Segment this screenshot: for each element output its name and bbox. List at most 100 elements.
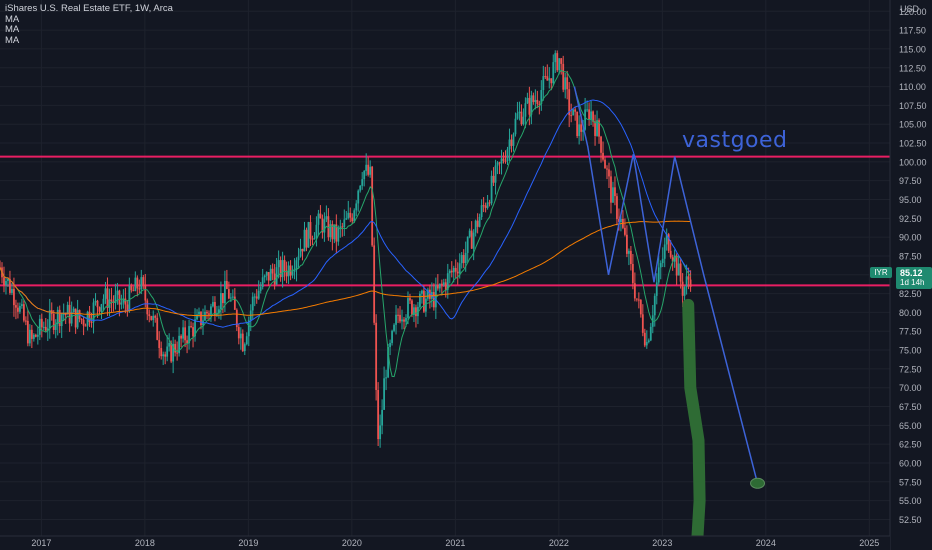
candle-body — [661, 258, 664, 264]
candle-body — [297, 256, 300, 261]
candle-body — [514, 118, 517, 135]
candle-body — [17, 307, 19, 312]
candle-body — [359, 185, 362, 191]
candle-body — [176, 352, 179, 354]
y-tick-label: 112.50 — [899, 63, 926, 73]
candle-body — [365, 164, 368, 171]
candle-body — [596, 120, 598, 136]
candle-body — [508, 139, 511, 150]
candle-body — [32, 334, 35, 339]
candle-body — [164, 354, 167, 357]
candle-body — [598, 120, 600, 137]
candle-body — [142, 277, 145, 285]
currency-label: USD — [900, 4, 920, 14]
candle-body — [138, 288, 141, 290]
y-tick-label: 105.00 — [899, 120, 927, 130]
candle-body — [293, 269, 296, 272]
candle-body — [538, 103, 541, 105]
candle-body — [488, 202, 491, 204]
candle-body — [146, 300, 149, 315]
candle-body — [208, 313, 210, 315]
time-axis: 2017 2018 2019 2020 2021 2022 2023 2024 2025 — [0, 535, 890, 550]
candle-body — [574, 109, 577, 112]
candle-body — [512, 134, 515, 146]
candle-body — [665, 234, 668, 245]
candle-body — [227, 289, 230, 299]
y-tick-label: 57.50 — [899, 477, 922, 487]
candle-body — [558, 58, 561, 71]
candle-body — [3, 277, 5, 286]
candle-body — [74, 308, 77, 328]
candle-body — [645, 341, 648, 346]
candle-body — [188, 326, 190, 344]
candle-body — [466, 236, 469, 253]
legend-ma-3[interactable]: MA — [5, 34, 20, 46]
candle-body — [150, 316, 153, 320]
candle-body — [588, 109, 590, 120]
candle-body — [114, 294, 117, 304]
candle-body — [128, 285, 131, 312]
candle-body — [283, 260, 286, 272]
candle-body — [212, 302, 214, 307]
candle-body — [303, 229, 306, 252]
candle-body — [168, 342, 171, 347]
candle-body — [94, 300, 97, 303]
candle-body — [277, 260, 280, 268]
candle-body — [30, 329, 33, 339]
candle-body — [602, 152, 604, 160]
candle-body — [518, 111, 521, 114]
candle-body — [532, 95, 535, 103]
candle-body — [319, 213, 322, 219]
candle-body — [480, 205, 483, 218]
bar-countdown: 1d 14h — [900, 277, 925, 287]
x-tick-label: 2023 — [652, 538, 672, 548]
y-tick-label: 82.50 — [899, 289, 922, 299]
candle-body — [556, 53, 559, 71]
candle-body — [22, 304, 25, 321]
candle-body — [255, 296, 258, 299]
candle-body — [415, 307, 417, 317]
candle-body — [28, 329, 31, 344]
candle-body — [450, 270, 453, 273]
ma-slow-line — [0, 220, 691, 317]
projection-end-marker — [750, 477, 766, 489]
candle-body — [158, 339, 161, 349]
candle-body — [9, 278, 11, 293]
candle-body — [80, 318, 83, 320]
candle-body — [26, 320, 29, 344]
x-tick-label: 2024 — [756, 538, 776, 548]
candle-body — [40, 318, 43, 328]
ma-mid-line — [0, 99, 691, 328]
candle-body — [144, 284, 147, 301]
candle-body — [192, 327, 194, 337]
candle-body — [82, 319, 85, 326]
candle-body — [182, 327, 184, 339]
candle-body — [355, 203, 358, 211]
candle-body — [624, 227, 626, 235]
candle-body — [578, 124, 581, 137]
candle-body — [421, 290, 423, 294]
candle-body — [60, 314, 63, 327]
candle-body — [309, 222, 312, 239]
candle-body — [214, 302, 216, 316]
candle-body — [295, 260, 298, 270]
candle-body — [5, 280, 7, 286]
chart-annotation-text[interactable]: vastgoed — [682, 128, 788, 153]
legend-ma-1[interactable]: MA — [5, 13, 20, 25]
candle-body — [506, 149, 509, 162]
candle-body — [120, 302, 123, 305]
candle-body — [540, 90, 543, 104]
horizontal-levels — [0, 155, 890, 287]
candle-body — [132, 290, 135, 292]
candle-body — [462, 255, 465, 263]
candle-body — [550, 78, 553, 84]
candle-body — [391, 330, 393, 343]
candle-body — [285, 271, 288, 277]
candle-body — [20, 304, 23, 306]
candle-body — [424, 298, 427, 312]
candle-body — [160, 348, 163, 357]
legend-ma-2[interactable]: MA — [5, 24, 20, 35]
candle-body — [267, 272, 270, 281]
candle-body — [337, 227, 340, 242]
